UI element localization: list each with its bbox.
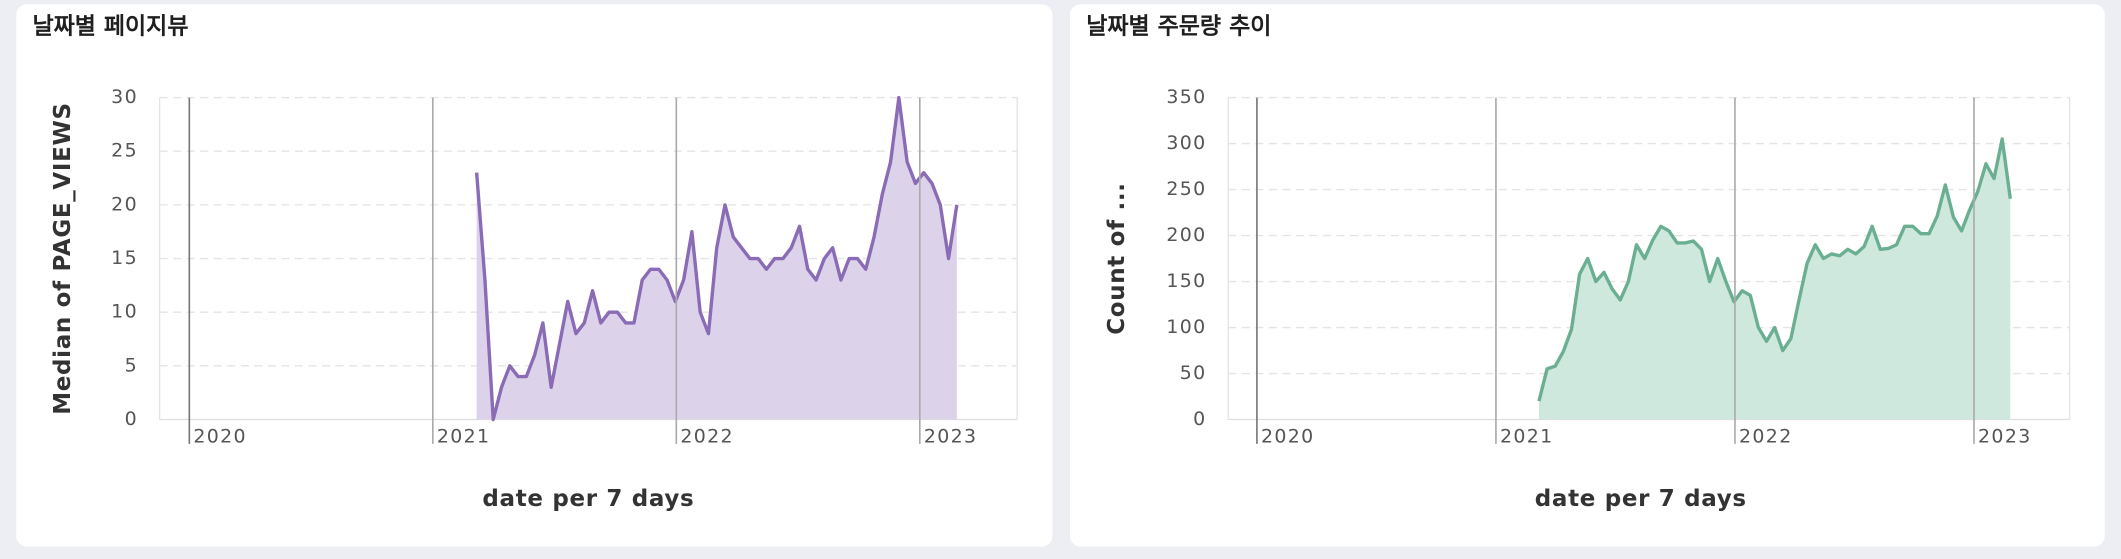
x-tick-label: 2021 [1500, 426, 1554, 448]
y-tick-label: 25 [111, 140, 138, 162]
y-tick-label: 0 [125, 408, 138, 430]
line [474, 95, 959, 422]
y-tick-label: 5 [125, 354, 138, 376]
y-tick-label: 250 [1166, 178, 1206, 200]
y-axis-label: Median of PAGE_VIEWS [50, 102, 76, 415]
y-tick-label: 30 [111, 86, 138, 108]
y-tick-label: 15 [111, 247, 138, 269]
y-axis-label: Count of ... [1104, 182, 1130, 334]
line [1537, 137, 2012, 402]
area-fill [1538, 138, 2011, 420]
x-axis-label: date per 7 days [482, 486, 694, 512]
y-tick-label: 350 [1166, 86, 1206, 108]
y-tick-label: 10 [111, 301, 138, 323]
y-tick-label: 300 [1166, 132, 1206, 154]
x-tick-label: 2022 [680, 426, 734, 448]
y-tick-label: 200 [1166, 224, 1206, 246]
x-tick-label: 2020 [1261, 426, 1315, 448]
chart-title: 날짜별 주문량 추이 [1086, 14, 1271, 40]
y-tick-label: 100 [1166, 316, 1206, 338]
y-tick-label: 50 [1180, 362, 1207, 384]
x-tick-label: 2023 [924, 426, 978, 448]
y-tick-label: 150 [1166, 270, 1206, 292]
x-tick-label: 2021 [437, 426, 491, 448]
x-axis-label: date per 7 days [1535, 486, 1747, 512]
y-tick-label: 0 [1193, 408, 1206, 430]
x-tick-label: 2023 [1978, 426, 2032, 448]
x-tick-label: 2020 [193, 426, 247, 448]
x-tick-label: 2022 [1739, 426, 1793, 448]
y-tick-label: 20 [111, 193, 138, 215]
chart-title: 날짜별 페이지뷰 [32, 14, 188, 40]
